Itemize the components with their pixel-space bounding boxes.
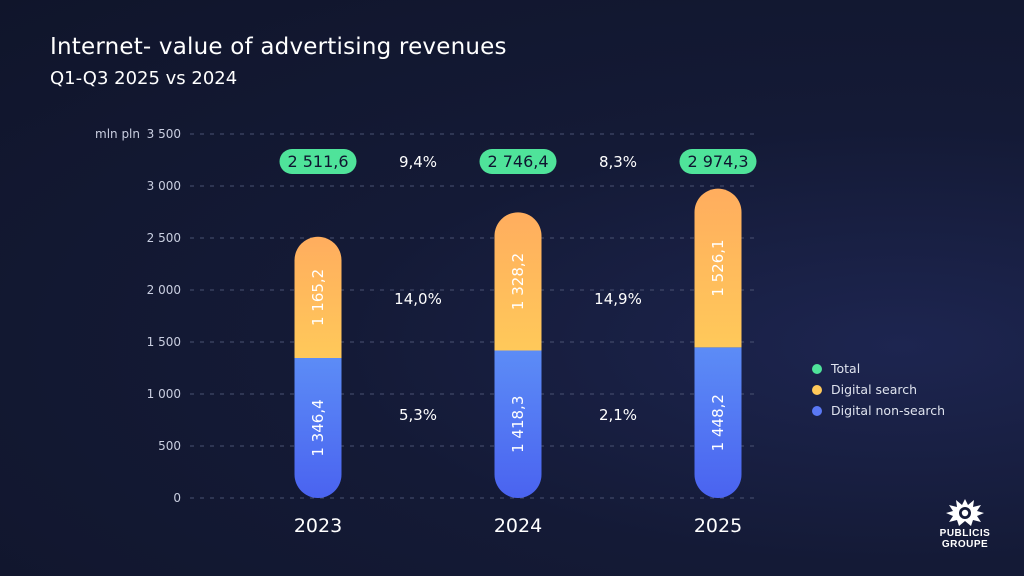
growth-label-digital-non-search: 2,1% (599, 406, 637, 424)
data-label-digital-non-search: 1 418,3 (509, 396, 527, 453)
logo-text-line1: PUBLICIS (939, 528, 991, 539)
x-tick-label: 2024 (494, 515, 542, 537)
legend-label-search: Digital search (831, 382, 918, 397)
data-label-digital-search: 1 526,1 (709, 239, 727, 296)
legend-label-nonsearch: Digital non-search (831, 403, 946, 418)
data-label-digital-search: 1 165,2 (309, 269, 327, 326)
y-tick-label: 2 000 (147, 283, 181, 297)
y-tick-label: 1 500 (147, 335, 181, 349)
bar-segment-digital-search (694, 188, 742, 348)
legend-label-total: Total (831, 361, 861, 376)
legend-dot-search (812, 384, 822, 395)
data-label-digital-non-search: 1 448,2 (709, 394, 727, 451)
total-pill (679, 149, 757, 174)
y-tick-label: 3 500 (147, 127, 181, 141)
total-value-label: 2 511,6 (287, 152, 348, 171)
y-tick-label: 1 000 (147, 387, 181, 401)
total-pill (479, 149, 557, 174)
bar-segment-digital-search (294, 236, 342, 358)
growth-label-total: 8,3% (599, 153, 637, 171)
legend-item-total: Total (812, 358, 945, 379)
x-tick-label: 2023 (294, 515, 342, 537)
bar-segment-digital-non-search (294, 357, 342, 498)
chart-subtitle: Q1-Q3 2025 vs 2024 (50, 68, 238, 89)
legend-item-search: Digital search (812, 379, 945, 400)
bar-segment-digital-non-search (694, 347, 742, 498)
legend-dot-nonsearch (812, 405, 822, 416)
lion-head-icon (946, 499, 984, 526)
y-tick-label: 3 000 (147, 179, 181, 193)
bar-segment-digital-search (494, 212, 542, 351)
bar-segment-digital-non-search (494, 350, 542, 498)
publicis-groupe-logo: PUBLICIS GROUPE (930, 496, 1000, 556)
y-tick-label: 0 (173, 491, 181, 505)
total-value-label: 2 746,4 (487, 152, 548, 171)
y-tick-label: 2 500 (147, 231, 181, 245)
y-axis-unit-label: mln pln (95, 127, 140, 141)
chart-title: Internet- value of advertising revenues (50, 34, 507, 60)
growth-label-digital-search: 14,9% (594, 290, 642, 308)
x-tick-label: 2025 (694, 515, 742, 537)
data-label-digital-search: 1 328,2 (509, 253, 527, 310)
growth-label-digital-search: 14,0% (394, 290, 442, 308)
total-value-label: 2 974,3 (687, 152, 748, 171)
y-tick-label: 500 (158, 439, 181, 453)
legend-dot-total (812, 363, 822, 374)
data-label-digital-non-search: 1 346,4 (309, 399, 327, 456)
logo-text-line2: GROUPE (941, 539, 989, 550)
growth-label-total: 9,4% (399, 153, 437, 171)
legend: Total Digital search Digital non-search (812, 358, 945, 421)
growth-label-digital-non-search: 5,3% (399, 406, 437, 424)
legend-item-nonsearch: Digital non-search (812, 400, 945, 421)
total-pill (279, 149, 357, 174)
